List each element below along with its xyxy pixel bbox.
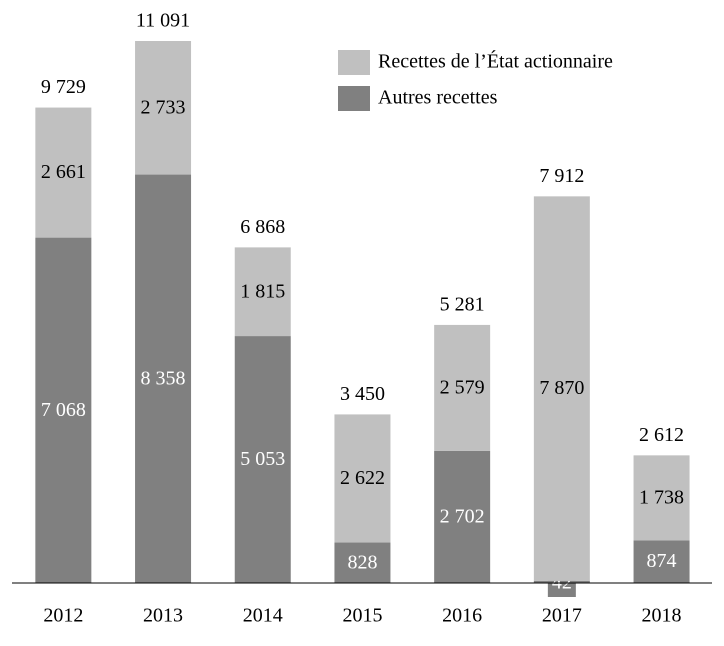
value-label: 7 068 <box>41 399 86 421</box>
bar-segment <box>234 247 291 337</box>
total-label: 9 729 <box>41 76 86 98</box>
bar-segment <box>334 414 391 543</box>
value-label: 2 661 <box>41 161 86 183</box>
total-label: 11 091 <box>136 10 190 32</box>
bar-segment <box>434 324 491 451</box>
value-label: 2 622 <box>340 467 385 489</box>
legend-label: Recettes de l’État actionnaire <box>378 50 613 73</box>
total-label: 2 612 <box>639 424 684 446</box>
bar-segment <box>633 540 690 583</box>
total-label: 7 912 <box>539 165 584 187</box>
bar-segment <box>334 542 391 583</box>
bar-segment <box>135 174 192 583</box>
total-label: 3 450 <box>340 383 385 405</box>
x-tick-label: 2012 <box>43 605 83 627</box>
legend-swatch <box>338 86 370 111</box>
x-tick-label: 2014 <box>243 605 283 627</box>
total-label: 6 868 <box>240 216 285 238</box>
x-tick-label: 2013 <box>143 605 183 627</box>
x-tick-label: 2017 <box>542 605 582 627</box>
value-label: 8 358 <box>141 367 186 389</box>
value-label: 1 738 <box>639 486 684 508</box>
x-tick-label: 2015 <box>342 605 382 627</box>
legend-label: Autres recettes <box>378 87 498 109</box>
value-label: 7 870 <box>539 377 584 399</box>
x-tick-label: 2018 <box>642 605 682 627</box>
total-label: 5 281 <box>440 294 485 316</box>
value-label: 2 579 <box>440 377 485 399</box>
x-tick-label: 2016 <box>442 605 482 627</box>
value-label: 2 702 <box>440 506 485 528</box>
bar-segment <box>434 450 491 583</box>
bar-segment <box>135 41 192 175</box>
value-label: 828 <box>347 551 377 573</box>
value-label: 2 733 <box>141 96 186 118</box>
value-label: 874 <box>647 550 677 572</box>
bar-segment <box>633 455 690 541</box>
bar-segment <box>533 196 590 581</box>
bar-segment <box>234 336 291 583</box>
bar-segment <box>35 107 92 238</box>
value-label: 5 053 <box>240 448 285 470</box>
legend-swatch <box>338 50 370 75</box>
value-label: 1 815 <box>240 280 285 302</box>
bar-segment <box>35 237 92 583</box>
